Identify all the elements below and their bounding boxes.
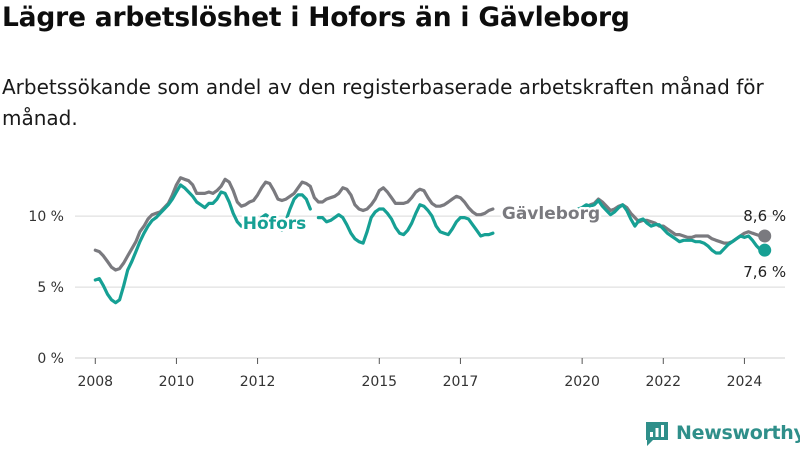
chart-title: Lägre arbetslöshet i Hofors än i Gävlebo… xyxy=(2,2,630,33)
series-name-label: Hofors xyxy=(243,214,306,234)
series-end-dot xyxy=(758,229,772,243)
x-tick-label: 2024 xyxy=(727,374,763,390)
x-tick-label: 2020 xyxy=(564,374,600,390)
grid-lines xyxy=(75,215,785,359)
series-name-label: Gävleborg xyxy=(502,204,600,224)
x-tick-label: 2015 xyxy=(361,374,397,390)
x-tick-label: 2017 xyxy=(443,374,479,390)
y-tick-label: 10 % xyxy=(28,209,64,225)
newsworthy-logo-icon xyxy=(646,421,668,446)
axes: 0 % 5 % 10 % 2008 2010 2012 2015 2017 2020 2022 20… xyxy=(28,209,762,390)
series-line-hofors xyxy=(93,183,312,305)
brand-name: Newsworthy xyxy=(676,422,800,444)
x-tick-label: 2008 xyxy=(77,374,113,390)
y-tick-label: 0 % xyxy=(37,351,64,367)
series-end-value-label: 8,6 % xyxy=(743,207,786,225)
series-end-dot xyxy=(758,243,772,257)
series-labels: 8,6 % 7,6 % Gävleborg Hofors xyxy=(240,201,786,281)
x-tick-label: 2012 xyxy=(240,374,276,390)
x-tick-label: 2022 xyxy=(645,374,681,390)
x-tick-label: 2010 xyxy=(159,374,195,390)
series-line-hofors xyxy=(576,198,767,255)
y-tick-label: 5 % xyxy=(37,280,64,296)
chart-subtitle: Arbetssökande som andel av den registerb… xyxy=(2,75,764,130)
series-lines xyxy=(93,176,772,305)
series-end-value-label: 7,6 % xyxy=(743,263,786,281)
series-line-hofors xyxy=(316,203,495,245)
newsworthy-brand[interactable]: Newsworthy xyxy=(644,418,800,448)
